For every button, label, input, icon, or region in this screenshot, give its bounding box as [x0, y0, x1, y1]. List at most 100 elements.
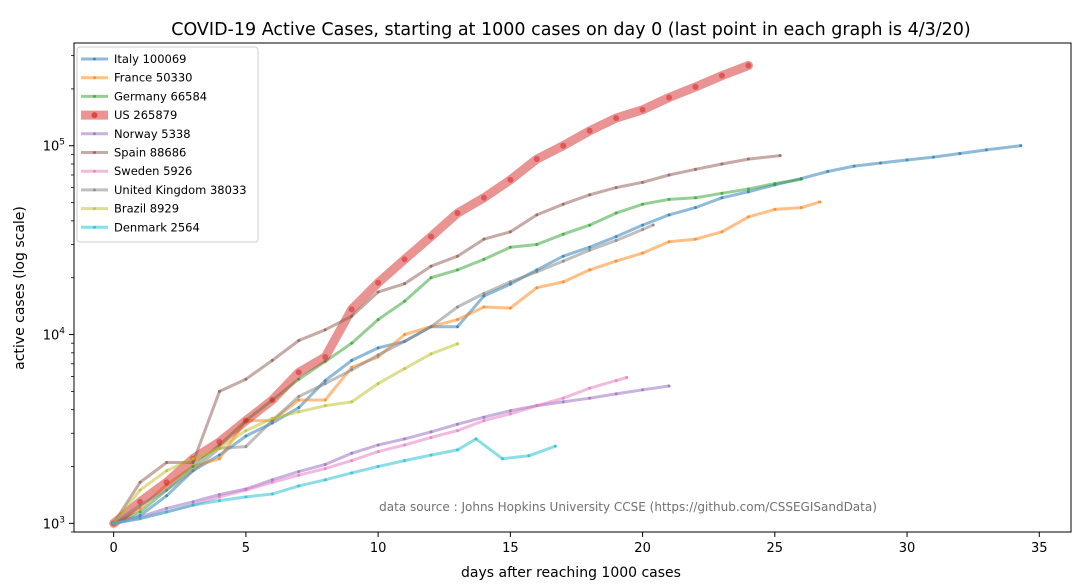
data-point — [508, 245, 512, 249]
data-point — [693, 206, 697, 210]
legend-entry: Italy 100069 — [81, 52, 187, 66]
data-point — [429, 435, 433, 439]
data-point — [480, 194, 487, 201]
data-point — [455, 254, 459, 258]
data-point — [376, 443, 380, 447]
data-point — [667, 213, 671, 217]
data-point — [720, 196, 724, 200]
data-point — [191, 500, 195, 504]
data-point — [376, 290, 380, 294]
data-point — [455, 422, 459, 426]
data-point — [165, 461, 169, 465]
data-point — [165, 510, 169, 514]
chart-title: COVID-19 Active Cases, starting at 1000 … — [171, 20, 970, 40]
data-point — [651, 223, 655, 227]
data-point — [500, 457, 504, 461]
data-point — [297, 338, 301, 342]
data-point — [984, 148, 988, 152]
data-point — [297, 406, 301, 410]
data-point — [692, 83, 699, 90]
data-point — [508, 306, 512, 310]
data-point — [165, 494, 169, 498]
data-point — [1019, 144, 1023, 148]
data-point — [641, 202, 645, 206]
data-point — [561, 259, 565, 263]
data-point — [244, 488, 248, 492]
data-point — [641, 388, 645, 392]
data-point — [560, 142, 567, 149]
data-point — [217, 389, 221, 393]
series-line — [112, 223, 655, 525]
legend-marker — [93, 188, 96, 192]
data-point — [778, 154, 782, 158]
legend-label: Sweden 5926 — [114, 164, 192, 178]
data-point — [376, 382, 380, 386]
data-point — [720, 191, 724, 195]
data-point — [720, 162, 724, 166]
y-tick-label: 103 — [43, 515, 65, 532]
data-point — [527, 454, 531, 458]
data-point — [376, 465, 380, 469]
data-point — [403, 333, 407, 337]
x-tick-label: 0 — [110, 541, 118, 556]
data-point — [553, 444, 557, 448]
data-point — [799, 177, 803, 181]
data-point — [191, 469, 195, 473]
x-tick-label: 25 — [767, 541, 784, 556]
data-point — [482, 305, 486, 309]
legend-label: Italy 100069 — [114, 52, 187, 66]
data-point — [323, 478, 327, 482]
data-point — [350, 368, 354, 372]
data-point — [403, 443, 407, 447]
data-point — [693, 196, 697, 200]
data-point — [588, 248, 592, 252]
data-point — [588, 396, 592, 400]
data-point — [931, 155, 935, 159]
x-axis-label: days after reaching 1000 cases — [461, 565, 681, 581]
data-point — [588, 386, 592, 390]
data-point — [625, 375, 629, 379]
data-point — [350, 341, 354, 345]
data-point — [376, 450, 380, 454]
data-point — [403, 367, 407, 371]
data-point — [429, 276, 433, 280]
legend-label: Spain 88686 — [114, 146, 186, 160]
data-point — [561, 400, 565, 404]
x-tick-label: 35 — [1031, 541, 1048, 556]
data-point — [429, 325, 433, 329]
data-point — [666, 94, 673, 101]
data-point — [216, 438, 223, 445]
data-point — [297, 473, 301, 477]
legend-marker — [93, 169, 96, 173]
data-point — [138, 503, 142, 507]
y-tick-label: 105 — [43, 138, 65, 155]
data-point — [138, 480, 142, 484]
series-7 — [112, 223, 655, 525]
series-3 — [109, 61, 753, 528]
data-point — [588, 193, 592, 197]
data-point — [535, 270, 539, 274]
data-point — [297, 410, 301, 414]
data-point — [242, 417, 249, 424]
data-point — [112, 521, 116, 525]
data-point — [639, 106, 646, 113]
data-point — [613, 115, 620, 122]
data-point — [244, 429, 248, 433]
data-point — [191, 503, 195, 507]
data-point — [641, 223, 645, 227]
data-point — [429, 430, 433, 434]
data-point — [614, 186, 618, 190]
data-point — [508, 280, 512, 284]
data-source-annotation: data source : Johns Hopkins University C… — [379, 500, 877, 514]
data-point — [482, 415, 486, 419]
data-point — [350, 314, 354, 318]
data-point — [773, 207, 777, 211]
data-point — [482, 419, 486, 423]
data-point — [323, 328, 327, 332]
data-point — [350, 400, 354, 404]
series-line — [112, 437, 557, 525]
data-point — [586, 127, 593, 134]
data-point — [614, 392, 618, 396]
data-point — [818, 200, 822, 204]
